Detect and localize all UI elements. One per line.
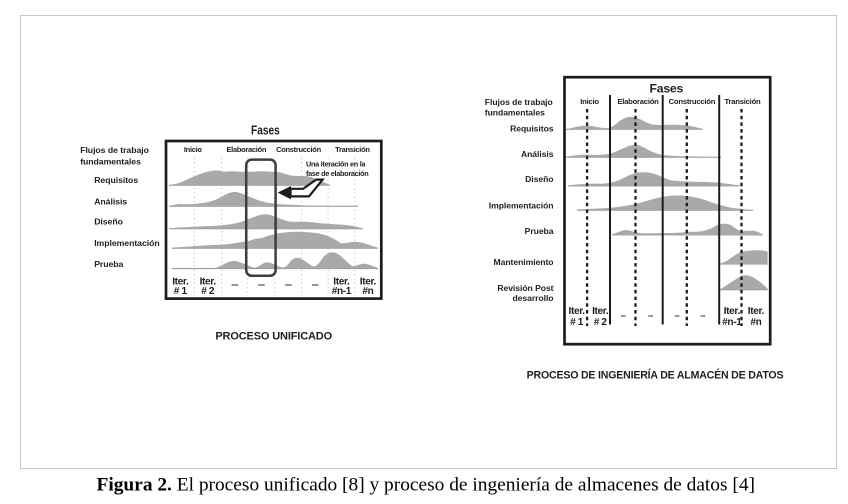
svg-text:Análisis: Análisis (94, 197, 127, 207)
svg-text:Transición: Transición (335, 145, 370, 154)
svg-text:desarrollo: desarrollo (512, 293, 553, 303)
svg-text:--: -- (700, 310, 705, 320)
svg-text:Flujos de trabajo: Flujos de trabajo (485, 97, 553, 107)
svg-text:Revisión Post: Revisión Post (497, 283, 553, 293)
svg-text:Elaboración: Elaboración (617, 97, 659, 106)
svg-text:Una iteración en la: Una iteración en la (306, 160, 366, 169)
svg-text:---: --- (258, 279, 265, 289)
svg-text:Inicio: Inicio (580, 97, 599, 106)
svg-text:Iter.: Iter. (748, 306, 765, 317)
svg-text:Iter.: Iter. (360, 277, 377, 288)
svg-text:# 2: # 2 (594, 317, 608, 328)
svg-text:#n: #n (362, 286, 373, 297)
svg-text:#n: #n (750, 317, 761, 328)
svg-text:Elaboración: Elaboración (226, 145, 266, 154)
svg-text:Fases: Fases (251, 123, 280, 137)
svg-text:Implementación: Implementación (489, 200, 554, 210)
svg-text:Iter.: Iter. (333, 277, 350, 288)
svg-text:Inicio: Inicio (184, 145, 203, 154)
svg-text:#n-1: #n-1 (332, 286, 352, 297)
svg-text:---: --- (312, 279, 319, 289)
svg-text:Requisitos: Requisitos (94, 175, 138, 185)
svg-text:Iter.: Iter. (200, 277, 217, 288)
svg-text:# 1: # 1 (570, 317, 584, 328)
svg-text:Construcción: Construcción (276, 145, 321, 154)
svg-text:Flujos de trabajo: Flujos de trabajo (80, 145, 149, 155)
svg-text:--: -- (648, 310, 653, 320)
svg-text:---: --- (231, 279, 238, 289)
svg-text:Iter.: Iter. (724, 306, 741, 317)
svg-text:Iter.: Iter. (568, 306, 585, 317)
svg-text:#n-1: #n-1 (722, 317, 742, 328)
svg-text:--: -- (675, 310, 680, 320)
svg-text:Fases: Fases (650, 81, 684, 95)
svg-text:Diseño: Diseño (94, 217, 123, 227)
svg-text:PROCESO DE INGENIERÍA DE ALMAC: PROCESO DE INGENIERÍA DE ALMACÉN DE DATO… (527, 369, 784, 382)
svg-text:Mantenimiento: Mantenimiento (494, 257, 554, 267)
svg-text:Iter.: Iter. (172, 277, 189, 288)
svg-text:Diseño: Diseño (525, 174, 553, 184)
svg-text:Implementación: Implementación (94, 238, 159, 248)
svg-text:fundamentales: fundamentales (80, 157, 141, 167)
svg-text:Transición: Transición (725, 97, 762, 106)
svg-text:Construcción: Construcción (669, 97, 716, 106)
svg-text:Análisis: Análisis (521, 149, 554, 159)
svg-text:# 1: # 1 (174, 286, 188, 297)
svg-text:fundamentales: fundamentales (485, 108, 545, 118)
svg-text:--: -- (621, 310, 626, 320)
svg-text:Iter.: Iter. (592, 306, 609, 317)
svg-text:# 2: # 2 (201, 286, 215, 297)
svg-text:fase de elaboración: fase de elaboración (306, 169, 368, 178)
svg-text:Prueba: Prueba (94, 259, 123, 269)
svg-text:Prueba: Prueba (525, 226, 554, 236)
svg-text:Requisitos: Requisitos (510, 124, 554, 134)
svg-text:---: --- (285, 279, 292, 289)
svg-text:PROCESO UNIFICADO: PROCESO UNIFICADO (215, 330, 332, 342)
svg-text:Figura 2. El proceso unificado: Figura 2. El proceso unificado [8] y pro… (97, 475, 756, 496)
